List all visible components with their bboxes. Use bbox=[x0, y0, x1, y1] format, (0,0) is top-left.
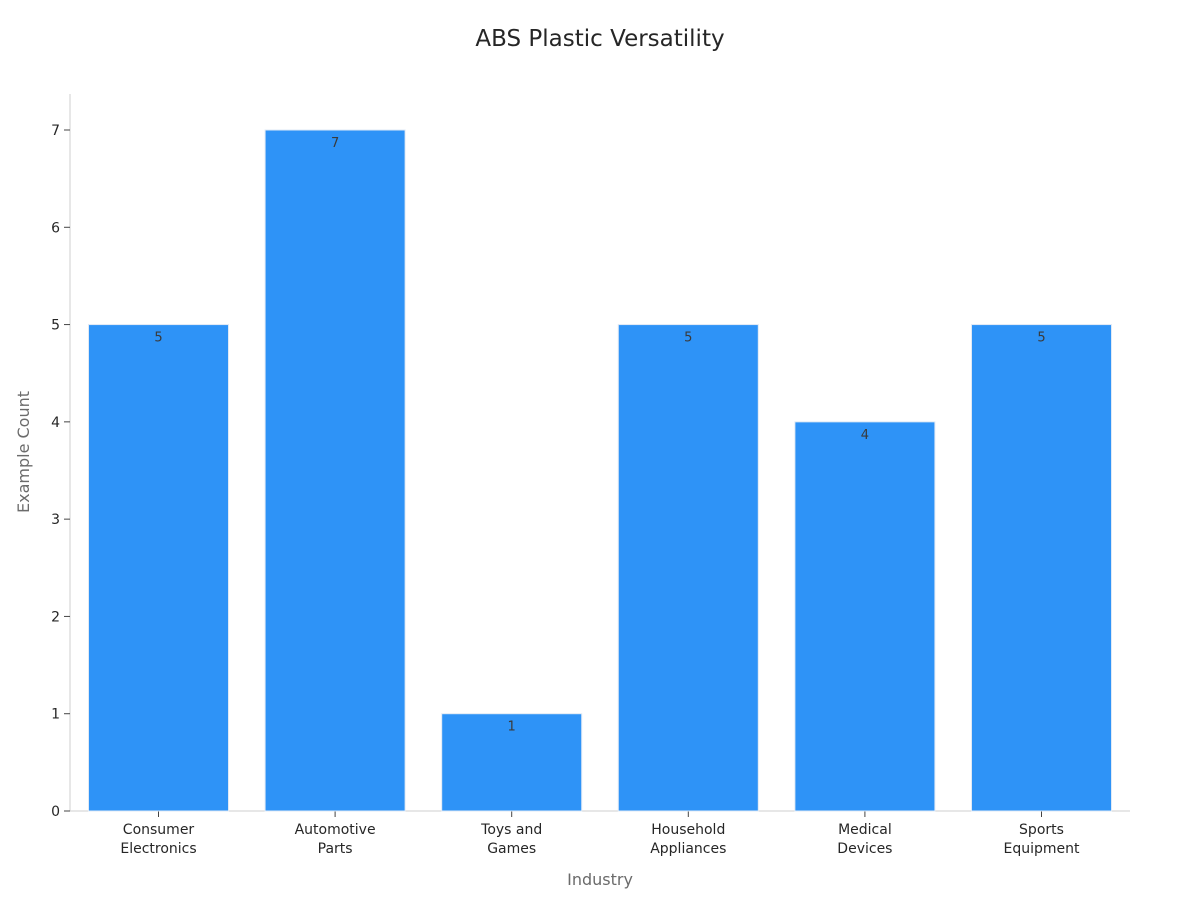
x-tick-label: Sports Equipment bbox=[1004, 822, 1081, 857]
y-tick-label: 7 bbox=[51, 123, 60, 139]
bar bbox=[441, 713, 583, 812]
y-tick-label: 6 bbox=[51, 220, 60, 236]
x-axis-label: Industry bbox=[567, 870, 633, 889]
x-tick-label: Toys and Games bbox=[480, 822, 542, 857]
y-axis: 0 1 2 3 4 5 6 7 bbox=[51, 94, 71, 820]
x-tick-label: Household Appliances bbox=[650, 822, 726, 857]
y-tick-label: 4 bbox=[51, 415, 60, 431]
x-tick-label: Medical Devices bbox=[837, 822, 892, 857]
x-axis: Consumer Electronics Automotive Parts Toys a… bbox=[70, 810, 1130, 857]
data-label: 4 bbox=[861, 428, 869, 443]
bar bbox=[971, 324, 1112, 812]
bars bbox=[88, 129, 1112, 812]
x-tick-label: Automotive Parts bbox=[295, 822, 376, 857]
y-tick-label: 3 bbox=[51, 512, 60, 528]
y-tick-label: 2 bbox=[51, 609, 60, 625]
data-label: 5 bbox=[684, 331, 692, 346]
bar bbox=[794, 421, 936, 812]
y-axis-label: Example Count bbox=[14, 391, 33, 513]
value-labels: 5 7 1 5 4 5 bbox=[154, 136, 1045, 735]
x-tick-label: Consumer Electronics bbox=[120, 822, 196, 857]
chart-title: ABS Plastic Versatility bbox=[475, 26, 724, 52]
data-label: 1 bbox=[508, 720, 516, 735]
y-tick-label: 1 bbox=[51, 707, 60, 723]
y-tick-label: 5 bbox=[51, 318, 60, 334]
bar bbox=[264, 129, 406, 812]
data-label: 7 bbox=[331, 136, 339, 151]
data-label: 5 bbox=[1037, 331, 1045, 346]
data-label: 5 bbox=[154, 331, 162, 346]
bar bbox=[88, 324, 229, 812]
bar bbox=[617, 324, 759, 812]
y-tick-label: 0 bbox=[51, 804, 60, 820]
